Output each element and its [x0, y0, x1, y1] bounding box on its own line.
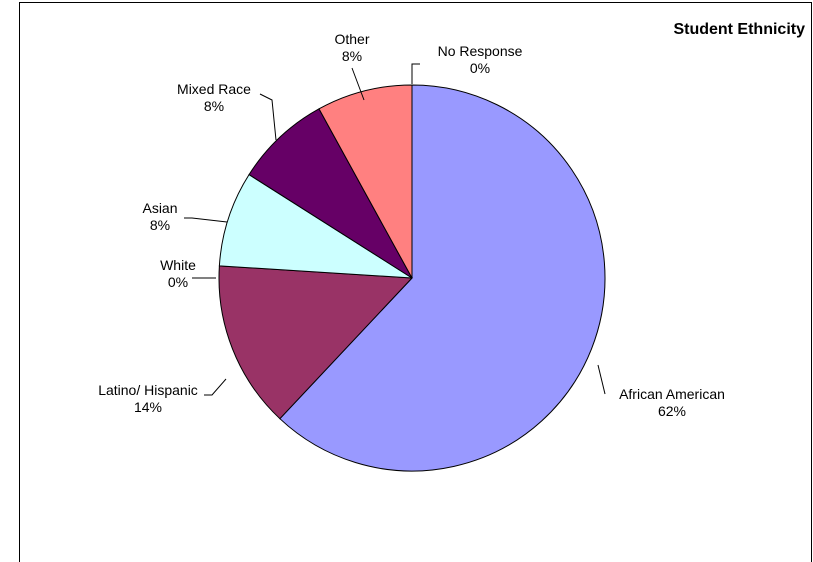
- leader-line-no-response: [411, 63, 420, 84]
- slice-value-mixed-race: 8%: [204, 98, 224, 114]
- slice-label-other: Other: [334, 31, 369, 47]
- leader-line-asian: [184, 217, 228, 223]
- slice-value-african-american: 62%: [658, 403, 686, 419]
- pie-slice-mixed-race: [248, 108, 413, 279]
- slice-label-white: White: [160, 257, 196, 273]
- slice-value-no-response: 0%: [470, 60, 490, 76]
- slice-value-other: 8%: [342, 48, 362, 64]
- chart-title: Student Ethnicity: [673, 21, 805, 38]
- slice-label-latino-hispanic: Latino/ Hispanic: [98, 382, 198, 398]
- slice-label-african-american: African American: [619, 386, 725, 402]
- pie-slice-latino-hispanic: [218, 265, 414, 420]
- leader-line-african-american: [597, 364, 606, 395]
- slice-value-latino-hispanic: 14%: [134, 399, 162, 415]
- leader-line-other: [351, 67, 365, 101]
- slice-value-white: 0%: [168, 274, 188, 290]
- slice-value-asian: 8%: [150, 217, 170, 233]
- slice-label-no-response: No Response: [438, 43, 523, 59]
- slice-label-asian: Asian: [142, 200, 177, 216]
- pie-slice-other: [318, 84, 413, 279]
- leader-line-latino-hispanic: [204, 378, 227, 396]
- leader-line-mixed-race: [259, 93, 277, 141]
- slice-label-mixed-race: Mixed Race: [177, 81, 251, 97]
- pie-slice-african-american: [279, 84, 606, 472]
- pie-slice-asian: [218, 173, 413, 279]
